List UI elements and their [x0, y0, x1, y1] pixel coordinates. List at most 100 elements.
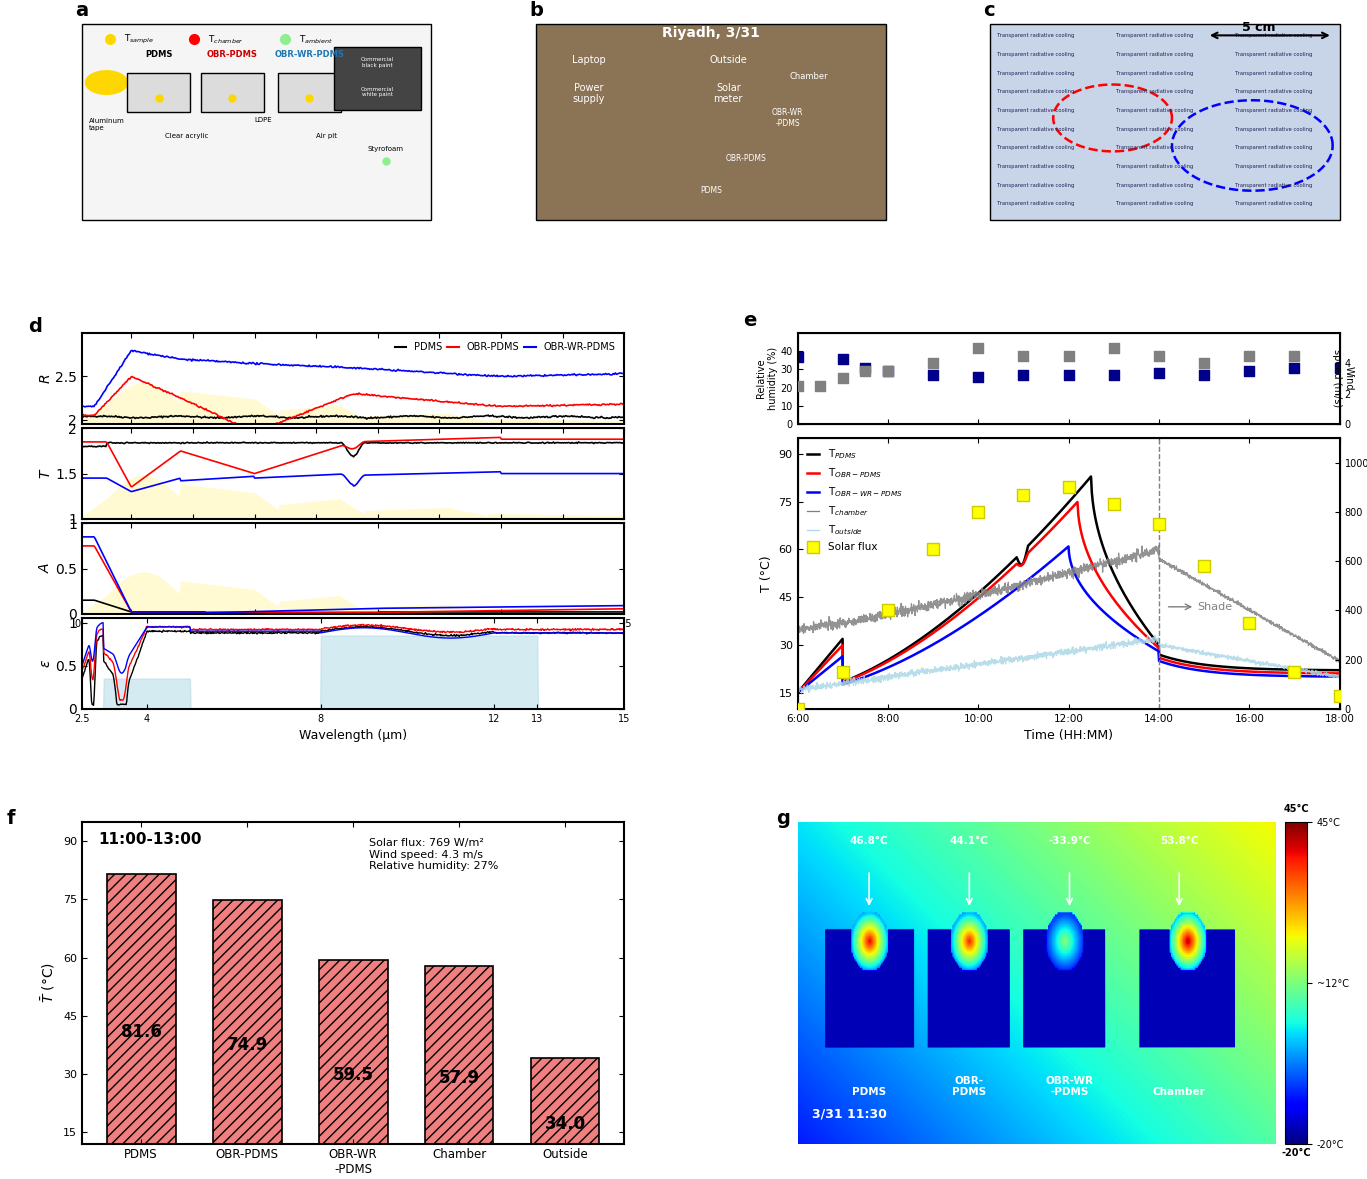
Text: T$_{chamber}$: T$_{chamber}$ — [208, 33, 243, 46]
Point — [831, 349, 853, 368]
Point — [809, 376, 831, 395]
Text: Power
supply: Power supply — [573, 83, 604, 104]
Text: 74.9: 74.9 — [227, 1036, 268, 1054]
Text: Transparent radiative cooling: Transparent radiative cooling — [1115, 108, 1193, 113]
Point — [1239, 347, 1260, 365]
Point — [923, 365, 945, 384]
Circle shape — [86, 71, 127, 94]
Text: Transparent radiative cooling: Transparent radiative cooling — [998, 164, 1074, 169]
X-axis label: Time (HH:MM): Time (HH:MM) — [1024, 729, 1113, 742]
Text: c: c — [983, 1, 995, 20]
Text: OBR-PDMS: OBR-PDMS — [726, 154, 766, 163]
Text: Transparent radiative cooling: Transparent radiative cooling — [998, 145, 1074, 151]
Text: Commercial
white paint: Commercial white paint — [361, 86, 394, 98]
Point — [1284, 358, 1305, 377]
Text: g: g — [776, 809, 790, 828]
Text: b: b — [529, 1, 543, 20]
Point — [1193, 354, 1215, 373]
Point — [786, 699, 808, 718]
Legend: PDMS, OBR-PDMS, OBR-WR-PDMS: PDMS, OBR-PDMS, OBR-WR-PDMS — [391, 338, 619, 356]
Text: 57.9: 57.9 — [439, 1069, 480, 1087]
Point — [878, 601, 899, 620]
Text: Transparent radiative cooling: Transparent radiative cooling — [1234, 126, 1312, 132]
Point — [1013, 365, 1035, 384]
Text: OBR-WR
-PDMS: OBR-WR -PDMS — [772, 108, 804, 127]
Point — [878, 362, 899, 381]
Y-axis label: ε: ε — [38, 660, 52, 667]
Point — [786, 376, 808, 395]
Point — [1013, 347, 1035, 365]
Text: PDMS: PDMS — [700, 185, 722, 195]
Text: Solar
meter: Solar meter — [714, 83, 744, 104]
Text: e: e — [744, 311, 757, 330]
Y-axis label: R: R — [38, 374, 52, 383]
Text: Air pit: Air pit — [316, 132, 338, 139]
Text: 5 cm: 5 cm — [1241, 21, 1275, 34]
Text: Transparent radiative cooling: Transparent radiative cooling — [1115, 164, 1193, 169]
Text: 34.0: 34.0 — [544, 1115, 585, 1133]
Point — [968, 340, 990, 358]
Bar — [107, 874, 175, 1179]
Point — [1284, 663, 1305, 681]
Y-axis label: A: A — [38, 564, 52, 573]
Text: Transparent radiative cooling: Transparent radiative cooling — [998, 108, 1074, 113]
Text: T$_{sample}$: T$_{sample}$ — [124, 33, 154, 46]
Point — [923, 539, 945, 558]
Text: 11:00-13:00: 11:00-13:00 — [98, 831, 202, 847]
Point — [1148, 515, 1170, 534]
Text: -33.9°C: -33.9°C — [1048, 836, 1091, 847]
Point — [854, 362, 876, 381]
Y-axis label: T: T — [38, 469, 52, 477]
Point — [1239, 362, 1260, 381]
Text: d: d — [27, 317, 41, 336]
Point — [1103, 340, 1125, 358]
Point — [1329, 687, 1351, 706]
Text: Transparent radiative cooling: Transparent radiative cooling — [1115, 33, 1193, 39]
Bar — [319, 960, 387, 1179]
Point — [968, 367, 990, 386]
Text: Transparent radiative cooling: Transparent radiative cooling — [1234, 183, 1312, 187]
FancyBboxPatch shape — [82, 24, 432, 220]
Text: Transparent radiative cooling: Transparent radiative cooling — [998, 52, 1074, 57]
Text: Transparent radiative cooling: Transparent radiative cooling — [1234, 202, 1312, 206]
Point — [1103, 495, 1125, 514]
Text: LDPE: LDPE — [254, 117, 272, 123]
Point — [878, 362, 899, 381]
Text: OBR-WR
-PDMS: OBR-WR -PDMS — [1046, 1075, 1094, 1098]
Point — [1013, 486, 1035, 505]
Y-axis label: Wind
speed (m/s): Wind speed (m/s) — [1331, 349, 1353, 408]
Legend: T$_{PDMS}$, T$_{OBR-PDMS}$, T$_{OBR-WR-PDMS}$, T$_{chamber}$, T$_{outside}$, Sol: T$_{PDMS}$, T$_{OBR-PDMS}$, T$_{OBR-WR-P… — [802, 443, 906, 556]
Text: Transparent radiative cooling: Transparent radiative cooling — [1115, 126, 1193, 132]
Text: Commercial
black paint: Commercial black paint — [361, 57, 394, 68]
Text: 44.1°C: 44.1°C — [950, 836, 988, 847]
Text: Transparent radiative cooling: Transparent radiative cooling — [1234, 164, 1312, 169]
Text: Transparent radiative cooling: Transparent radiative cooling — [1234, 33, 1312, 39]
Text: OBR-
PDMS: OBR- PDMS — [953, 1075, 987, 1098]
Point — [1193, 365, 1215, 384]
Text: Transparent radiative cooling: Transparent radiative cooling — [998, 126, 1074, 132]
Point — [831, 369, 853, 388]
Text: 46.8°C: 46.8°C — [850, 836, 889, 847]
Text: 53.8°C: 53.8°C — [1161, 836, 1199, 847]
Text: a: a — [75, 1, 87, 20]
Point — [1239, 613, 1260, 632]
Text: Clear acrylic: Clear acrylic — [165, 132, 209, 139]
Text: Transparent radiative cooling: Transparent radiative cooling — [1234, 52, 1312, 57]
Text: Transparent radiative cooling: Transparent radiative cooling — [1234, 145, 1312, 151]
Text: 3/31 11:30: 3/31 11:30 — [812, 1108, 887, 1121]
Text: 45°C: 45°C — [1284, 804, 1310, 815]
Bar — [425, 966, 493, 1179]
Text: Solar flux: 769 W/m²
Wind speed: 4.3 m/s
Relative humidity: 27%: Solar flux: 769 W/m² Wind speed: 4.3 m/s… — [369, 838, 499, 871]
FancyBboxPatch shape — [536, 24, 886, 220]
Text: Transparent radiative cooling: Transparent radiative cooling — [998, 202, 1074, 206]
Text: Transparent radiative cooling: Transparent radiative cooling — [1115, 52, 1193, 57]
Text: Transparent radiative cooling: Transparent radiative cooling — [1234, 71, 1312, 75]
Text: Laptop: Laptop — [571, 55, 606, 65]
FancyBboxPatch shape — [334, 47, 421, 110]
Text: Transparent radiative cooling: Transparent radiative cooling — [1115, 90, 1193, 94]
Text: Transparent radiative cooling: Transparent radiative cooling — [998, 183, 1074, 187]
Text: 81.6: 81.6 — [120, 1023, 161, 1041]
Text: Transparent radiative cooling: Transparent radiative cooling — [1115, 71, 1193, 75]
FancyBboxPatch shape — [201, 73, 264, 112]
Text: OBR-WR-PDMS: OBR-WR-PDMS — [275, 50, 344, 59]
